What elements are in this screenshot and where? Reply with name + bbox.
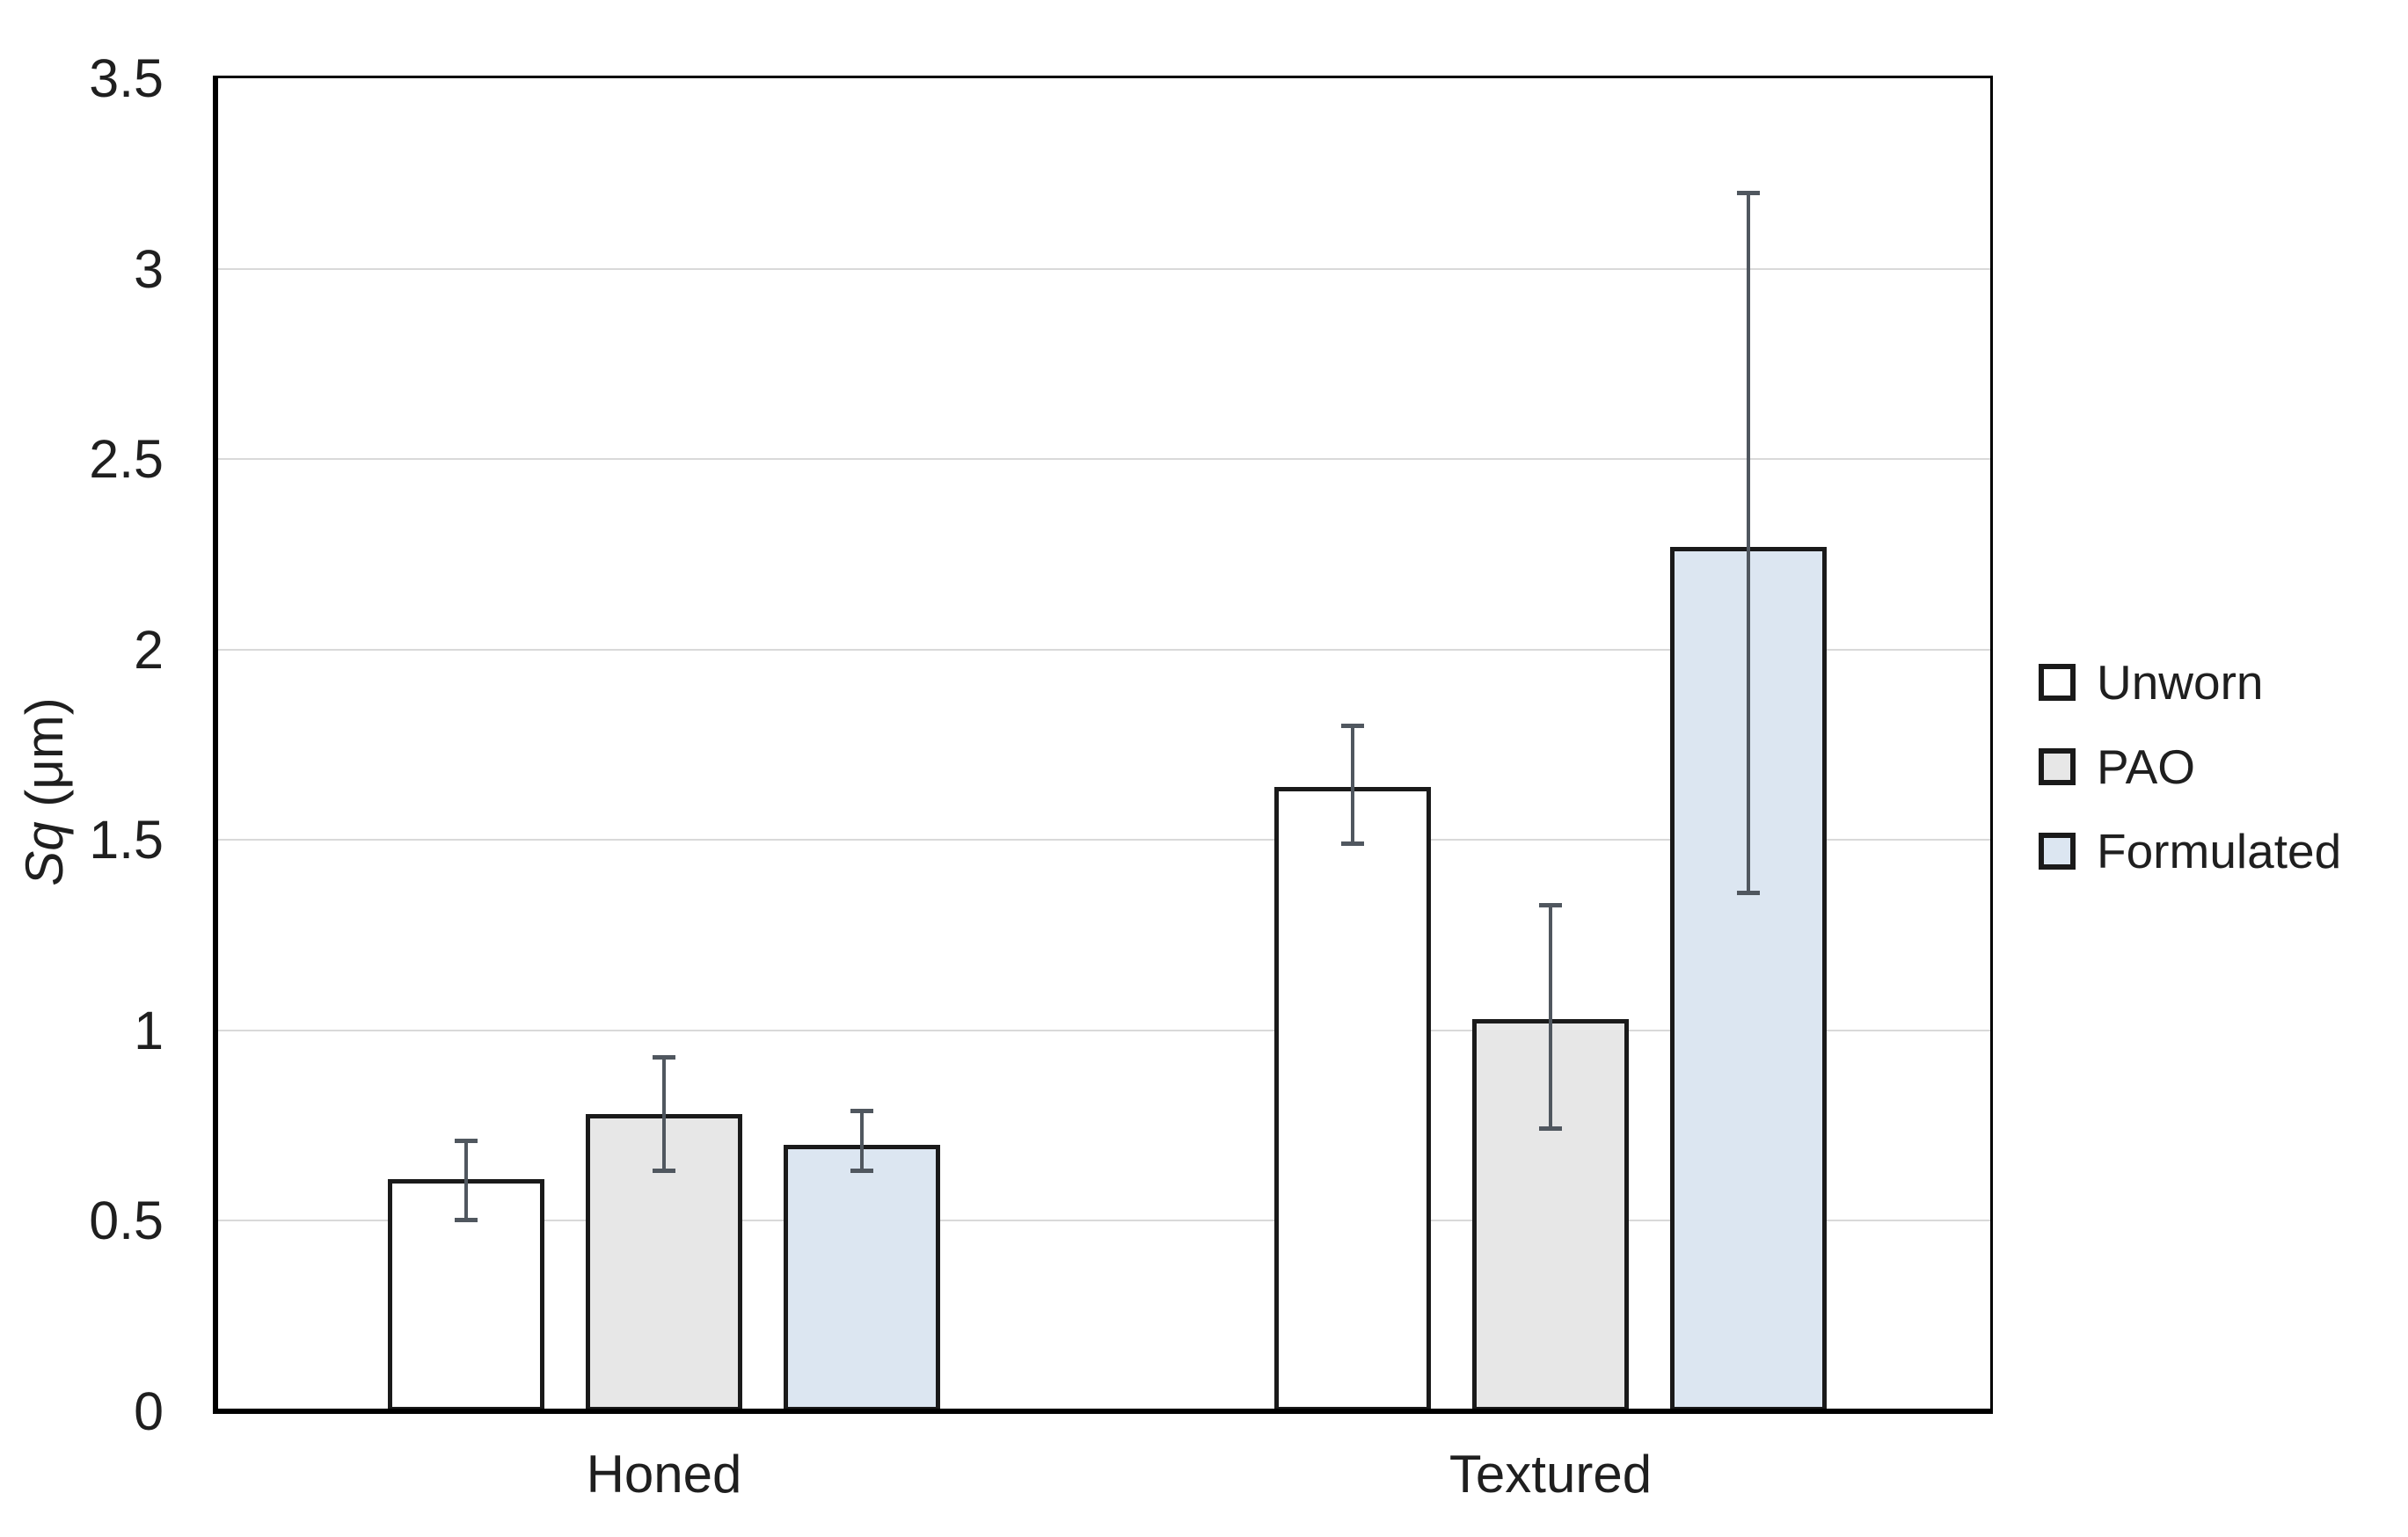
y-tick-label-2: 2 xyxy=(134,619,164,680)
error-bar-honed-pao xyxy=(662,1057,666,1172)
x-axis-line xyxy=(213,1409,1993,1414)
error-cap-bottom-textured-formulated xyxy=(1737,890,1760,895)
y-tick-label-0.5: 0.5 xyxy=(89,1191,164,1251)
plot-border-top xyxy=(213,76,1993,78)
plot-area xyxy=(218,78,1990,1411)
plot-border-right xyxy=(1990,76,1993,1414)
error-cap-top-honed-formulated xyxy=(850,1108,873,1113)
error-cap-bottom-honed-pao xyxy=(653,1169,675,1174)
error-bar-honed-formulated xyxy=(860,1110,864,1172)
gridline-2.5 xyxy=(218,458,1990,461)
error-bar-honed-unworn xyxy=(464,1140,468,1221)
y-tick-label-3.5: 3.5 xyxy=(89,48,164,108)
error-cap-top-honed-pao xyxy=(653,1055,675,1060)
legend-item-pao: PAO xyxy=(2039,739,2341,795)
legend-swatch-unworn xyxy=(2039,664,2076,701)
error-cap-bottom-textured-pao xyxy=(1539,1126,1562,1132)
y-tick-label-1: 1 xyxy=(134,1000,164,1060)
error-cap-bottom-honed-unworn xyxy=(455,1218,478,1223)
error-cap-top-textured-unworn xyxy=(1341,724,1364,729)
y-axis-title-unit: (μm) xyxy=(15,697,74,822)
y-axis-line xyxy=(213,76,218,1414)
error-cap-bottom-textured-unworn xyxy=(1341,841,1364,846)
y-tick-label-0: 0 xyxy=(134,1381,164,1441)
error-cap-bottom-honed-formulated xyxy=(850,1169,873,1174)
legend-item-formulated: Formulated xyxy=(2039,823,2341,879)
legend: Unworn PAO Formulated xyxy=(2039,654,2341,879)
error-cap-top-textured-pao xyxy=(1539,902,1562,907)
legend-swatch-pao xyxy=(2039,748,2076,785)
error-cap-top-textured-formulated xyxy=(1737,190,1760,195)
error-bar-textured-unworn xyxy=(1351,725,1354,844)
legend-label-formulated: Formulated xyxy=(2097,824,2342,878)
gridline-0.5 xyxy=(218,1220,1990,1222)
y-tick-label-2.5: 2.5 xyxy=(89,429,164,490)
bar-honed-formulated xyxy=(784,1144,940,1411)
legend-item-unworn: Unworn xyxy=(2039,654,2341,710)
x-axis-label-textured: Textured xyxy=(1448,1445,1653,1504)
y-tick-label-3: 3 xyxy=(134,238,164,299)
gridline-2 xyxy=(218,648,1990,651)
error-bar-textured-pao xyxy=(1549,904,1552,1130)
legend-label-unworn: Unworn xyxy=(2097,655,2264,710)
legend-swatch-formulated xyxy=(2039,833,2076,870)
gridline-1.5 xyxy=(218,839,1990,841)
gridline-3 xyxy=(218,267,1990,270)
bar-textured-unworn xyxy=(1274,786,1431,1411)
legend-label-pao: PAO xyxy=(2097,739,2196,794)
error-cap-top-honed-unworn xyxy=(455,1139,478,1144)
x-axis-label-honed: Honed xyxy=(586,1445,742,1504)
error-bar-textured-formulated xyxy=(1747,192,1750,893)
y-tick-label-1.5: 1.5 xyxy=(89,810,164,870)
gridline-1 xyxy=(218,1029,1990,1031)
